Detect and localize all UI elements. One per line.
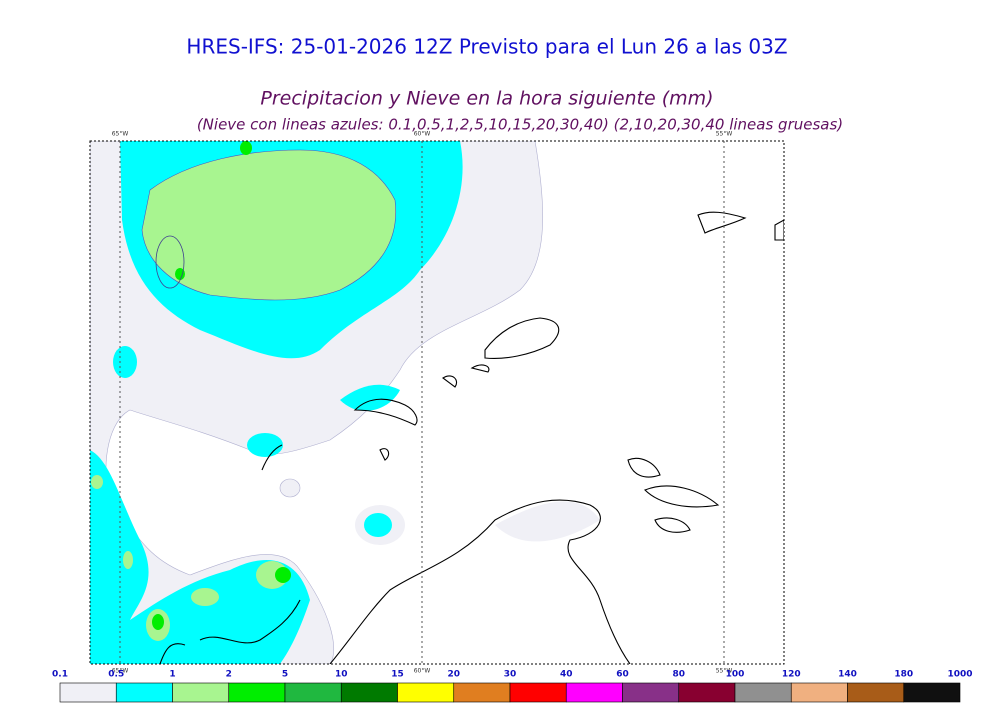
colorbar-label: 140	[838, 670, 857, 680]
precip-green	[123, 551, 133, 569]
lon-label: 65°W	[112, 131, 129, 138]
colorbar-label: 10	[335, 670, 348, 680]
precip-green	[175, 268, 185, 280]
color-box	[734, 682, 792, 703]
color-box	[678, 682, 736, 703]
colorbar-label: 30	[504, 670, 517, 680]
precip-green	[240, 141, 252, 155]
colorbar-label: 80	[672, 670, 685, 680]
colorbar-label: 40	[560, 670, 573, 680]
colorbar-label: 15	[391, 670, 404, 680]
color-box	[903, 682, 961, 703]
colorbar-label: 120	[782, 670, 801, 680]
lon-label: 55°W	[716, 131, 733, 138]
lon-label: 60°W	[414, 668, 431, 675]
color-box	[397, 682, 455, 703]
colorbar-label: 5	[282, 670, 288, 680]
map-frame	[89, 140, 785, 665]
precip-green	[91, 475, 103, 489]
meridians	[119, 141, 725, 664]
precip-green	[275, 567, 291, 583]
lon-label: 55°W	[716, 668, 733, 675]
precip-green	[191, 588, 219, 606]
color-box	[847, 682, 905, 703]
color-box	[340, 682, 398, 703]
colorbar-label: 2	[226, 670, 232, 680]
colorbar-label: 20	[447, 670, 460, 680]
map: 65°W 60°W 55°W 65°W 60°W 55°W	[89, 131, 785, 675]
precip-light	[279, 478, 301, 498]
title: HRES-IFS: 25-01-2026 12Z Previsto para e…	[186, 35, 787, 59]
color-box	[565, 682, 623, 703]
precip-cyan	[340, 384, 400, 411]
color-box	[453, 682, 511, 703]
color-box	[622, 682, 680, 703]
colorbar-label: 1	[169, 670, 175, 680]
precip-cyan	[247, 433, 283, 457]
colorbar-label: 1000	[947, 670, 972, 680]
colorbar-label: 180	[894, 670, 913, 680]
coastline	[159, 211, 784, 664]
color-box	[172, 682, 230, 703]
color-box	[509, 682, 567, 703]
subtitle: Precipitacion y Nieve en la hora siguien…	[260, 88, 713, 110]
lon-label: 60°W	[414, 131, 431, 138]
precip-cyan	[90, 450, 310, 664]
colorbar: 0.1 0.5 1 2 5 10 15 20 30 40 60 80 100 120 140 180 1000	[52, 670, 973, 703]
color-box	[228, 682, 286, 703]
precip-cyan	[113, 346, 137, 378]
color-box	[790, 682, 848, 703]
precip-light	[495, 501, 600, 542]
precip-green	[152, 614, 164, 630]
color-box	[59, 682, 117, 703]
colorbar-label: 0.5	[108, 670, 124, 680]
lon-label: 65°W	[112, 668, 129, 675]
precip-green	[141, 149, 397, 301]
colorbar-label: 0.1	[52, 670, 68, 680]
color-box	[284, 682, 342, 703]
note: (Nieve con lineas azules: 0.1,0.5,1,2,5,…	[197, 116, 843, 134]
snow-contour	[155, 235, 185, 289]
color-box	[115, 682, 173, 703]
precip-cyan	[364, 513, 392, 537]
colorbar-label: 100	[726, 670, 745, 680]
colorbar-label: 60	[616, 670, 629, 680]
